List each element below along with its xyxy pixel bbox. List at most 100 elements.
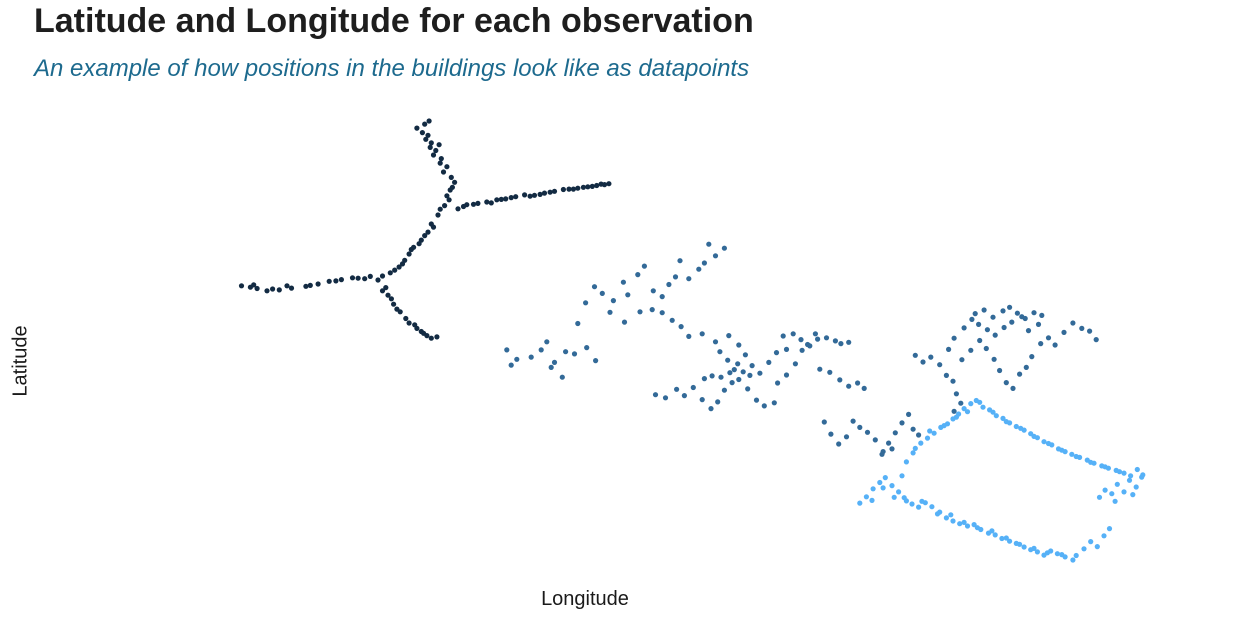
scatter-point-series-3 <box>971 522 977 528</box>
scatter-point-series-2 <box>968 347 974 353</box>
scatter-point-series-2 <box>712 339 719 345</box>
scatter-point-series-2 <box>879 451 885 457</box>
scatter-point-series-3 <box>1007 538 1013 544</box>
scatter-point-series-2 <box>886 440 892 446</box>
scatter-point-series-3 <box>1034 549 1040 555</box>
scatter-point-series-1 <box>388 296 394 302</box>
scatter-point-series-2 <box>678 324 684 330</box>
scatter-point-series-2 <box>1009 319 1015 325</box>
scatter-point-series-2 <box>1001 324 1007 331</box>
scatter-point-series-2 <box>635 272 641 278</box>
scatter-point-series-1 <box>585 184 591 190</box>
scatter-point-series-3 <box>912 445 918 451</box>
scatter-point-series-2 <box>946 346 952 352</box>
scatter-point-series-3 <box>1000 415 1006 421</box>
scatter-point-series-2 <box>991 356 997 362</box>
scatter-point-series-1 <box>414 125 420 131</box>
scatter-point-series-1 <box>406 251 412 257</box>
scatter-point-series-3 <box>929 504 935 510</box>
scatter-point-series-2 <box>625 292 631 298</box>
scatter-point-series-2 <box>641 263 648 269</box>
scatter-point-series-3 <box>903 459 910 465</box>
scatter-point-series-1 <box>437 206 443 212</box>
scatter-point-series-2 <box>696 266 702 272</box>
scatter-point-series-2 <box>584 345 590 351</box>
scatter-point-series-2 <box>593 358 599 364</box>
scatter-point-series-2 <box>1023 364 1029 370</box>
scatter-point-series-3 <box>1128 473 1134 479</box>
scatter-point-series-2 <box>812 331 819 337</box>
scatter-point-series-2 <box>709 373 715 379</box>
scatter-point-series-2 <box>958 400 964 406</box>
scatter-point-series-1 <box>391 301 397 307</box>
scatter-point-series-3 <box>961 406 967 412</box>
scatter-point-series-2 <box>559 374 565 380</box>
scatter-point-series-2 <box>1025 328 1032 334</box>
scatter-point-series-1 <box>326 278 332 284</box>
scatter-point-series-3 <box>1088 459 1094 465</box>
scatter-point-series-3 <box>1109 491 1115 497</box>
scatter-point-series-3 <box>961 519 967 526</box>
scatter-point-series-2 <box>729 380 735 386</box>
scatter-point-series-1 <box>508 195 514 201</box>
scatter-point-series-2 <box>649 307 655 313</box>
scatter-point-series-2 <box>889 446 895 452</box>
scatter-point-series-3 <box>950 518 956 524</box>
scatter-point-series-2 <box>916 432 922 438</box>
scatter-point-series-2 <box>1093 337 1099 343</box>
scatter-point-series-3 <box>1054 551 1060 557</box>
scatter-point-series-3 <box>919 498 925 504</box>
scatter-point-series-1 <box>448 174 454 180</box>
scatter-point-series-2 <box>906 411 912 417</box>
scatter-point-series-3 <box>857 500 863 506</box>
scatter-point-series-3 <box>992 532 998 538</box>
scatter-point-series-2 <box>726 333 732 339</box>
scatter-point-series-2 <box>621 319 628 325</box>
scatter-point-series-2 <box>761 403 767 409</box>
scatter-point-series-1 <box>362 276 368 282</box>
scatter-point-series-3 <box>899 473 905 479</box>
scatter-point-series-2 <box>827 369 833 375</box>
scatter-point-series-3 <box>943 515 950 521</box>
scatter-point-series-2 <box>650 288 656 294</box>
scatter-point-series-2 <box>943 372 950 378</box>
scatter-point-series-3 <box>1013 423 1019 430</box>
scatter-point-series-2 <box>951 335 957 341</box>
scatter-point-series-3 <box>1081 546 1087 552</box>
scatter-point-series-1 <box>406 320 412 326</box>
y-axis-label-box: Latitude <box>6 325 36 396</box>
scatter-point-series-2 <box>508 362 514 368</box>
scatter-point-series-3 <box>880 485 886 491</box>
scatter-point-series-2 <box>528 354 534 360</box>
scatter-point-series-2 <box>699 331 705 337</box>
scatter-point-series-3 <box>1018 425 1024 431</box>
scatter-point-series-3 <box>1102 487 1108 493</box>
scatter-point-series-2 <box>1000 308 1006 314</box>
scatter-point-series-1 <box>433 147 439 154</box>
scatter-point-series-1 <box>537 191 543 197</box>
scatter-point-series-3 <box>964 409 971 415</box>
scatter-point-series-1 <box>437 160 443 166</box>
scatter-point-series-1 <box>238 283 245 289</box>
scatter-point-series-2 <box>1014 310 1021 316</box>
scatter-point-series-2 <box>773 350 780 356</box>
scatter-point-series-1 <box>403 315 409 322</box>
scatter-point-series-1 <box>426 118 432 124</box>
scatter-point-series-3 <box>877 479 883 486</box>
scatter-point-series-3 <box>993 413 999 419</box>
scatter-point-series-1 <box>422 121 428 127</box>
scatter-point-series-2 <box>583 300 589 306</box>
scatter-point-series-3 <box>1069 451 1075 457</box>
scatter-point-series-2 <box>686 333 692 339</box>
scatter-point-series-1 <box>522 192 528 198</box>
scatter-point-series-2 <box>864 429 871 435</box>
scatter-point-series-1 <box>338 277 344 283</box>
scatter-point-series-2 <box>910 426 916 432</box>
scatter-point-series-2 <box>961 325 967 331</box>
scatter-point-series-1 <box>440 169 447 175</box>
scatter-point-series-3 <box>916 504 922 510</box>
scatter-point-series-2 <box>850 418 856 424</box>
scatter-point-series-2 <box>928 354 934 360</box>
